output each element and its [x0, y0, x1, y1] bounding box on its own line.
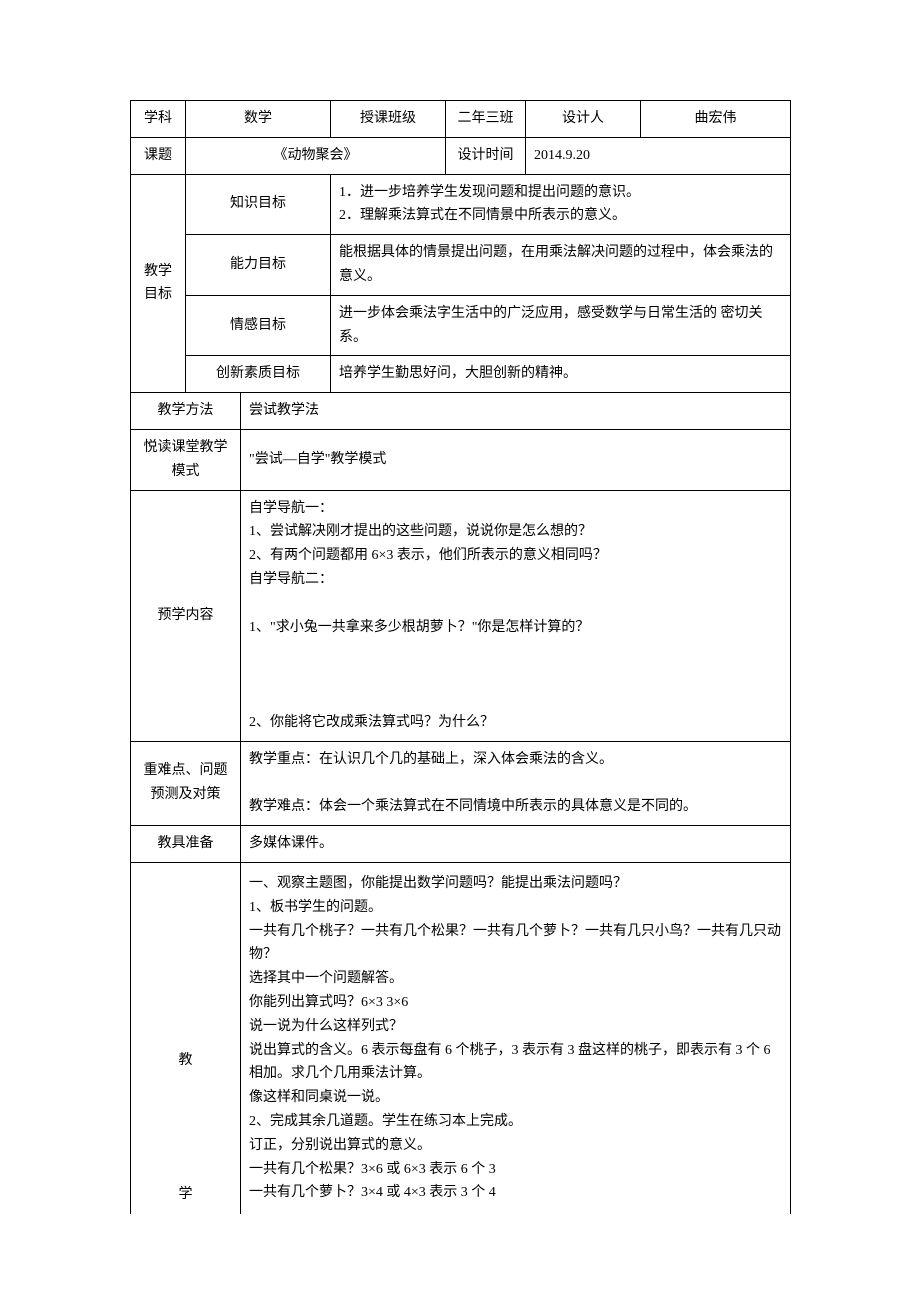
method-row: 教学方法 尝试教学法: [131, 393, 791, 430]
method-label: 教学方法: [131, 393, 241, 430]
preview-row: 预学内容 自学导航一： 1、尝试解决刚才提出的这些问题，说说你是怎么想的？ 2、…: [131, 490, 791, 741]
model-value: "尝试—自学"教学模式: [241, 429, 791, 490]
preview-label: 预学内容: [131, 490, 241, 741]
ability-value: 能根据具体的情景提出问题，在用乘法解决问题的过程中，体会乘法的意义。: [331, 235, 791, 296]
class-label: 授课班级: [331, 101, 446, 138]
emotion-value: 进一步体会乘法字生活中的广泛应用，感受数学与日常生活的 密切关系。: [331, 295, 791, 356]
design-time-label: 设计时间: [446, 137, 526, 174]
process-label-2: 学: [139, 1183, 232, 1207]
ability-label: 能力目标: [186, 235, 331, 296]
topic-value: 《动物聚会》: [186, 137, 446, 174]
design-time-value: 2014.9.20: [526, 137, 791, 174]
header-row-2: 课题 《动物聚会》 设计时间 2014.9.20: [131, 137, 791, 174]
difficulty-row: 重难点、问题预测及对策 教学重点：在认识几个几的基础上，深入体会乘法的含义。 教…: [131, 741, 791, 825]
process-label-1: 教: [139, 1049, 232, 1073]
tools-row: 教具准备 多媒体课件。: [131, 825, 791, 862]
goals-section-label: 教学目标: [131, 174, 186, 393]
goals-row-ability: 能力目标 能根据具体的情景提出问题，在用乘法解决问题的过程中，体会乘法的意义。: [131, 235, 791, 296]
knowledge-label: 知识目标: [186, 174, 331, 235]
difficulty-value: 教学重点：在认识几个几的基础上，深入体会乘法的含义。 教学难点：体会一个乘法算式…: [241, 741, 791, 825]
designer-label: 设计人: [526, 101, 641, 138]
subject-value: 数学: [186, 101, 331, 138]
tools-label: 教具准备: [131, 825, 241, 862]
process-row: 教 学 一、观察主题图，你能提出数学问题吗？能提出乘法问题吗？ 1、板书学生的问…: [131, 862, 791, 1214]
topic-label: 课题: [131, 137, 186, 174]
tools-value: 多媒体课件。: [241, 825, 791, 862]
process-value: 一、观察主题图，你能提出数学问题吗？能提出乘法问题吗？ 1、板书学生的问题。 一…: [241, 862, 791, 1214]
preview-value: 自学导航一： 1、尝试解决刚才提出的这些问题，说说你是怎么想的？ 2、有两个问题…: [241, 490, 791, 741]
model-row: 悦读课堂教学模式 "尝试—自学"教学模式: [131, 429, 791, 490]
subject-label: 学科: [131, 101, 186, 138]
header-row-1: 学科 数学 授课班级 二年三班 设计人 曲宏伟: [131, 101, 791, 138]
innovation-label: 创新素质目标: [186, 356, 331, 393]
lesson-plan-table: 学科 数学 授课班级 二年三班 设计人 曲宏伟 课题 《动物聚会》 设计时间 2…: [130, 100, 791, 1214]
model-label: 悦读课堂教学模式: [131, 429, 241, 490]
goals-row-innovation: 创新素质目标 培养学生勤思好问，大胆创新的精神。: [131, 356, 791, 393]
goals-row-emotion: 情感目标 进一步体会乘法字生活中的广泛应用，感受数学与日常生活的 密切关系。: [131, 295, 791, 356]
innovation-value: 培养学生勤思好问，大胆创新的精神。: [331, 356, 791, 393]
knowledge-value: 1．进一步培养学生发现问题和提出问题的意识。 2．理解乘法算式在不同情景中所表示…: [331, 174, 791, 235]
emotion-label: 情感目标: [186, 295, 331, 356]
method-value: 尝试教学法: [241, 393, 791, 430]
class-value: 二年三班: [446, 101, 526, 138]
process-label: 教 学: [131, 862, 241, 1214]
designer-value: 曲宏伟: [641, 101, 791, 138]
difficulty-label: 重难点、问题预测及对策: [131, 741, 241, 825]
goals-row-knowledge: 教学目标 知识目标 1．进一步培养学生发现问题和提出问题的意识。 2．理解乘法算…: [131, 174, 791, 235]
